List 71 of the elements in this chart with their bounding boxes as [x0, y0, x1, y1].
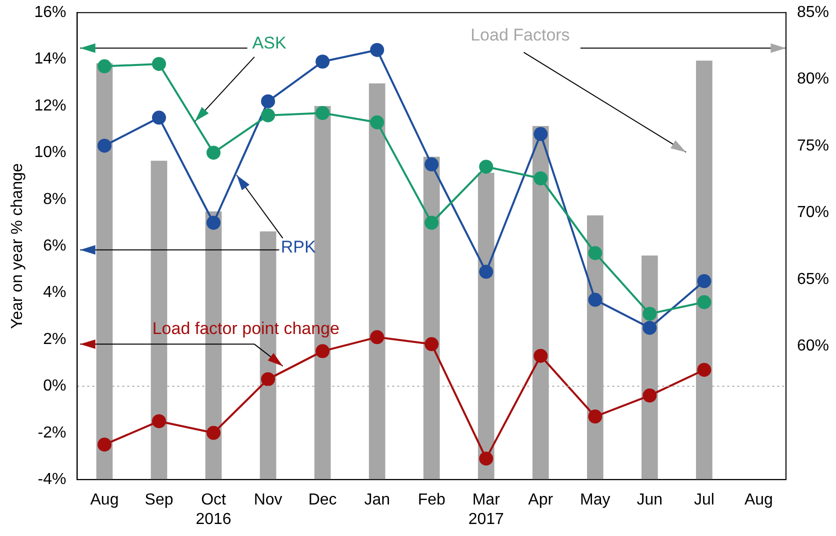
- point: [642, 306, 657, 321]
- point: [261, 94, 276, 108]
- point: [370, 42, 384, 57]
- x-tick-label: Jun: [636, 492, 663, 509]
- y-tick-label: -4%: [38, 471, 66, 488]
- point: [152, 414, 166, 428]
- point: [588, 292, 602, 307]
- y2-tick-label: 65%: [796, 270, 830, 288]
- point: [424, 337, 439, 352]
- point: [152, 56, 166, 71]
- y-tick-label: -2%: [38, 424, 66, 442]
- point: [642, 388, 657, 403]
- point: [97, 438, 112, 452]
- y-axis-title: Year on year % change: [9, 163, 26, 329]
- y-tick-label: 12%: [34, 97, 66, 114]
- x-tick-label: Jan: [364, 492, 390, 509]
- point: [97, 59, 112, 74]
- point: [534, 348, 548, 363]
- point: [479, 264, 494, 279]
- point: [588, 410, 602, 424]
- y-tick-label: 10%: [34, 144, 66, 162]
- point: [206, 216, 221, 230]
- point: [316, 54, 330, 69]
- point: [697, 295, 712, 310]
- y-tick-label: 0%: [43, 378, 66, 395]
- point: [261, 108, 276, 122]
- point: [697, 362, 712, 377]
- point: [588, 246, 602, 260]
- x-tick-label: Nov: [254, 492, 282, 509]
- point: [370, 115, 384, 130]
- x-tick-label: Mar 2017: [468, 492, 504, 528]
- x-tick-label: Oct 2016: [196, 492, 232, 528]
- point: [424, 216, 439, 230]
- x-tick-label: Feb: [418, 492, 446, 509]
- y2-tick-label: 80%: [796, 70, 830, 88]
- y2-tick-label: 75%: [796, 137, 830, 154]
- point: [697, 274, 712, 288]
- point: [316, 106, 330, 120]
- point: [152, 110, 166, 125]
- point: [424, 157, 439, 172]
- x-tick-label: Dec: [308, 492, 337, 509]
- y-tick-label: 16%: [34, 4, 66, 22]
- x-tick-label: Jul: [694, 492, 714, 509]
- y-tick-label: 8%: [43, 190, 66, 208]
- y2-tick-label: 60%: [796, 338, 830, 355]
- point: [261, 372, 276, 386]
- point: [534, 171, 548, 186]
- point: [316, 344, 330, 358]
- y2-tick-label: 85%: [796, 4, 830, 22]
- point: [642, 320, 657, 335]
- x-tick-label: Aug: [744, 492, 773, 509]
- x-tick-label: Apr: [528, 492, 554, 509]
- point: [97, 138, 112, 153]
- text: Load Factors: [470, 26, 570, 45]
- y2-tick-label: 70%: [796, 204, 830, 222]
- point: [206, 146, 221, 160]
- x-tick-label: Sep: [144, 492, 174, 509]
- point: [479, 160, 494, 174]
- y-tick-label: 4%: [43, 284, 66, 302]
- y-tick-label: 2%: [43, 330, 66, 348]
- y-tick-label: 14%: [34, 50, 66, 68]
- y-tick-label: 6%: [43, 238, 66, 255]
- point: [370, 330, 384, 344]
- point: [479, 452, 494, 466]
- series-label: Load factor point change: [152, 318, 340, 338]
- point: [534, 127, 548, 142]
- text: RPK: [280, 238, 316, 257]
- point: [206, 426, 221, 440]
- text: ASK: [252, 34, 287, 53]
- x-tick-label: May: [580, 492, 610, 509]
- x-tick-label: Aug: [90, 492, 119, 509]
